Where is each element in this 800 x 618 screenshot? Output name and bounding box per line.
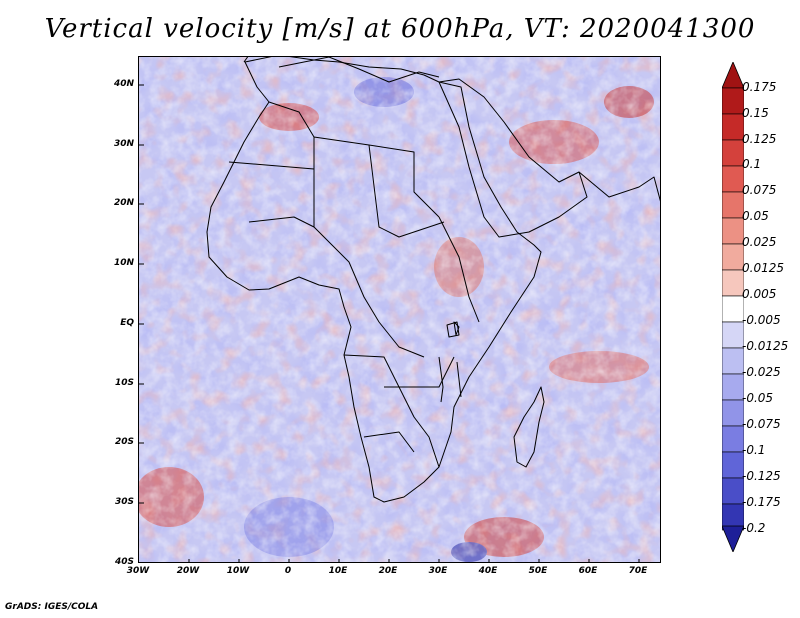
lon-label-70e: 70E xyxy=(628,566,648,576)
lon-label-10e: 10E xyxy=(328,566,348,576)
colorbar-label-neg-0.125: -0.125 xyxy=(742,469,781,483)
asia-coast xyxy=(578,171,660,202)
africa-coastline xyxy=(206,57,542,503)
lon-label-20w: 20W xyxy=(176,566,200,576)
colorbar-box xyxy=(722,191,744,219)
colorbar-bottom-arrow xyxy=(722,525,744,552)
colorbar-label-0.05: 0.05 xyxy=(742,209,769,223)
colorbar-box xyxy=(722,165,744,193)
colorbar-box xyxy=(722,399,744,427)
colorbar-label-0.15: 0.15 xyxy=(742,106,769,120)
colorbar-label-neg-0.2: -0.2 xyxy=(742,521,766,535)
colorbar-label-neg-0.005: -0.005 xyxy=(742,313,781,327)
lon-label-60e: 60E xyxy=(578,566,598,576)
lat-label-30s: 30S xyxy=(114,497,134,507)
colorbar-label-0.075: 0.075 xyxy=(742,183,777,197)
colorbar-box xyxy=(722,373,744,401)
colorbar-box xyxy=(722,217,744,245)
colorbar-box xyxy=(722,295,744,323)
colorbar-box xyxy=(722,87,744,115)
colorbar-label-0.175: 0.175 xyxy=(742,80,777,94)
colorbar-boxes xyxy=(722,87,744,531)
lat-label-30n: 30N xyxy=(113,139,134,149)
colorbar-label-0.1: 0.1 xyxy=(742,157,762,171)
chart-title: Vertical velocity [m/s] at 600hPa, VT: 2… xyxy=(44,14,756,44)
africa-border-6 xyxy=(384,356,455,388)
colorbar-box xyxy=(722,347,744,375)
colorbar-label-0.005: 0.005 xyxy=(742,287,777,301)
colorbar-box xyxy=(722,269,744,297)
lon-label-20e: 20E xyxy=(378,566,398,576)
colorbar-label-neg-0.1: -0.1 xyxy=(742,443,766,457)
colorbar-box xyxy=(722,139,744,167)
arabia-coastline xyxy=(438,78,588,238)
map-plot-area xyxy=(138,56,661,563)
lat-label-40s: 40S xyxy=(114,557,134,567)
colorbar-box xyxy=(722,113,744,141)
colorbar-label-neg-0.05: -0.05 xyxy=(742,391,774,405)
lat-label-eq: EQ xyxy=(120,318,134,328)
africa-border-8 xyxy=(268,101,315,138)
grid-ticks xyxy=(139,84,640,562)
coastlines xyxy=(206,57,660,503)
colorbar-box xyxy=(722,243,744,271)
africa-border-7 xyxy=(363,431,415,453)
colorbar xyxy=(722,62,744,552)
lon-label-40e: 40E xyxy=(478,566,498,576)
colorbar-label-neg-0.0125: -0.0125 xyxy=(742,339,789,353)
lake-victoria xyxy=(446,321,460,338)
colorbar-label-0.025: 0.025 xyxy=(742,235,777,249)
africa-border-3 xyxy=(368,144,445,238)
lat-label-10n: 10N xyxy=(113,258,134,268)
europe-coast xyxy=(243,57,440,83)
lon-label-0: 0 xyxy=(284,566,292,576)
madagascar-coastline xyxy=(513,386,545,468)
colorbar-label-0.125: 0.125 xyxy=(742,132,777,146)
lat-label-40n: 40N xyxy=(113,79,134,89)
colorbar-box xyxy=(722,477,744,505)
lat-label-10s: 10S xyxy=(114,378,134,388)
colorbar-label-neg-0.025: -0.025 xyxy=(742,365,781,379)
colorbar-box xyxy=(722,425,744,453)
velocity-field-map xyxy=(139,57,660,562)
colorbar-box xyxy=(722,451,744,479)
grads-credit: GrADS: IGES/COLA xyxy=(5,602,99,612)
great-lakes xyxy=(438,321,462,403)
lon-label-30e: 30E xyxy=(428,566,448,576)
africa-border-4 xyxy=(248,216,315,228)
lat-label-20s: 20S xyxy=(114,437,134,447)
colorbar-label-0.0125: 0.0125 xyxy=(742,261,784,275)
lon-label-10w: 10W xyxy=(226,566,250,576)
colorbar-label-neg-0.175: -0.175 xyxy=(742,495,781,509)
field-fine-noise xyxy=(139,57,660,562)
africa-border-5 xyxy=(343,354,440,468)
colorbar-box xyxy=(722,321,744,349)
lon-label-30w: 30W xyxy=(126,566,150,576)
lon-label-50e: 50E xyxy=(528,566,548,576)
colorbar-label-neg-0.075: -0.075 xyxy=(742,417,781,431)
lat-label-20n: 20N xyxy=(113,198,134,208)
africa-border-9 xyxy=(438,216,480,323)
colorbar-top-arrow xyxy=(722,62,744,89)
